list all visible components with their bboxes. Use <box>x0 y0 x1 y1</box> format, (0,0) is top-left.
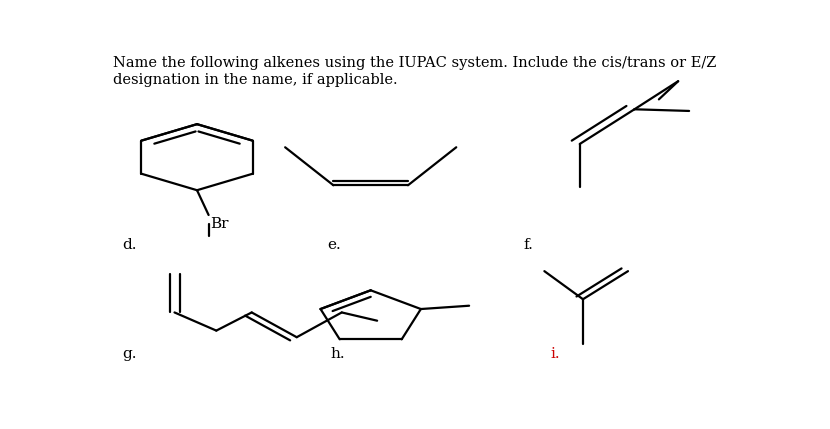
Text: i.: i. <box>551 347 560 361</box>
Text: Name the following alkenes using the IUPAC system. Include the cis/trans or E/Z: Name the following alkenes using the IUP… <box>114 57 717 70</box>
Text: e.: e. <box>327 238 340 252</box>
Text: g.: g. <box>122 347 136 361</box>
Text: designation in the name, if applicable.: designation in the name, if applicable. <box>114 73 398 87</box>
Text: Br: Br <box>211 217 229 231</box>
Text: h.: h. <box>330 347 344 361</box>
Text: f.: f. <box>523 238 533 252</box>
Text: d.: d. <box>122 238 136 252</box>
